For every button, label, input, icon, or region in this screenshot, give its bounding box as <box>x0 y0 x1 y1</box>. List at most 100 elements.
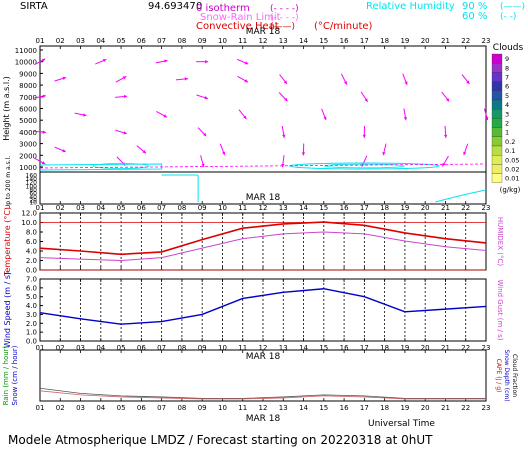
hour-label-bottom: 12 <box>259 404 268 412</box>
low-height-axis-label: Up to 200 m a.s.l. <box>5 156 12 209</box>
wind-arrowhead <box>485 116 489 121</box>
wind-arrowhead <box>445 98 450 102</box>
wind-arrowhead <box>184 77 188 81</box>
hour-label-top: 07 <box>157 37 166 45</box>
wind-arrowhead <box>244 61 249 65</box>
cloud-scale-tick: 8 <box>505 64 509 72</box>
hour-label-bottom: 01 <box>36 404 45 412</box>
hour-label-temp: 07 <box>157 204 166 212</box>
legend-convective-sample: (——) <box>270 22 295 32</box>
wind-arrowhead <box>284 97 288 102</box>
hour-label-bottom: 17 <box>360 404 369 412</box>
legend-isotherm: 0 isotherm <box>196 3 250 14</box>
height-tick-label: 9000 <box>19 70 37 78</box>
station-code: 94.69347 <box>148 1 196 12</box>
hour-label-bottom: 20 <box>421 404 430 412</box>
wind-arrowhead <box>102 59 107 63</box>
height-tick-label: 11000 <box>15 47 37 55</box>
humidity-contour <box>92 163 150 169</box>
station-code-extra: 0 <box>196 1 202 12</box>
height-tick-label: 2000 <box>19 152 37 160</box>
hour-label-top: 01 <box>36 37 45 45</box>
cloud-scale-swatch <box>491 53 503 64</box>
hour-label-temp: 17 <box>360 204 369 212</box>
wind-speed-panel: 0.01.02.03.04.05.06.07.0 Wind Speed (m / … <box>3 272 504 348</box>
wind-arrowhead <box>163 114 167 118</box>
hour-label-prec-top: 09 <box>198 344 207 352</box>
hour-label-top: 12 <box>259 37 268 45</box>
legend-convective: Convective Heat <box>196 21 279 32</box>
hour-label-prec-top: 15 <box>319 344 328 352</box>
y-tick-label: 4.0 <box>26 302 37 310</box>
wind-speed-axis-label: Wind Speed (m / s) <box>3 272 12 348</box>
y-tick-label: 10.0 <box>21 219 37 227</box>
hour-label-bottom: 13 <box>279 404 288 412</box>
cloud-scale-swatch <box>491 145 503 156</box>
station-name: SIRTA <box>20 1 48 12</box>
cloud-scale-swatch <box>491 99 503 110</box>
hour-label-top: 14 <box>299 37 308 45</box>
hour-label-bottom: 08 <box>177 404 186 412</box>
height-tick-label: 8000 <box>19 82 37 90</box>
humidity-contour <box>323 163 405 169</box>
low-height-tick-label: 160 <box>26 173 38 180</box>
wind-arrowhead <box>83 113 87 117</box>
low-height-tick-label: 40 <box>29 194 37 201</box>
legend-rh-60-sample: (- -) <box>500 12 516 22</box>
hour-label-bottom: 18 <box>380 404 389 412</box>
hour-label-temp: 05 <box>117 204 126 212</box>
y-tick-label: 6.0 <box>26 284 37 292</box>
cloud-scale-unit: (g/kg) <box>500 186 521 194</box>
hour-label-bottom: 21 <box>441 404 450 412</box>
y-tick-label: 0.0 <box>26 267 37 275</box>
wind-arrowhead <box>282 134 286 138</box>
cloud-scale-tick: 5 <box>505 92 509 100</box>
hour-label-bottom: 06 <box>137 404 146 412</box>
y-tick-label: 6.0 <box>26 238 37 246</box>
hour-label-top: 20 <box>421 37 430 45</box>
hour-label-prec-top: 18 <box>380 344 389 352</box>
y-tick-label: 1.0 <box>26 329 37 337</box>
height-tick-label: 7000 <box>19 94 37 102</box>
wind-arrowhead <box>403 116 408 121</box>
wind-arrowhead <box>301 152 306 156</box>
wind-arrowhead <box>42 130 46 134</box>
wind-arrowhead <box>123 94 128 99</box>
legend-rh-90: 90 % <box>462 1 487 12</box>
hour-label-bottom: 07 <box>157 404 166 412</box>
wind-arrowhead <box>203 132 207 137</box>
forecast-credit: Modele Atmospherique LMDZ / Forecast sta… <box>8 433 433 447</box>
wind-gust-axis-label: Wind Gust (m / s) <box>496 279 504 340</box>
hour-axes: 01 02 03 04 05 06 07 08 09 10 11 12 13 14 15 16 17 18 19 20… <box>36 27 491 424</box>
hour-label-prec-top: 06 <box>137 344 146 352</box>
hour-label-prec-top: 02 <box>56 344 65 352</box>
hour-label-temp: 10 <box>218 204 227 212</box>
hour-label-temp: 21 <box>441 204 450 212</box>
hour-label-top: 13 <box>279 37 288 45</box>
wind-arrowhead <box>382 151 386 156</box>
y-tick-label: 0.0 <box>26 338 37 346</box>
height-tick-label: 3000 <box>19 141 37 149</box>
cloud-scale-swatch <box>491 173 503 183</box>
cloud-scale-swatch <box>491 155 503 165</box>
date-label: MAR 18 <box>246 352 281 362</box>
hour-label-top: 04 <box>96 37 105 45</box>
y-tick-label: 12.0 <box>21 210 37 218</box>
height-tick-label: 4000 <box>19 129 37 137</box>
cloud-scale-tick: 0.01 <box>505 175 519 183</box>
hour-label-prec-top: 10 <box>218 344 227 352</box>
hour-label-bottom: 04 <box>96 404 105 412</box>
cloud_fraction-line <box>39 387 486 399</box>
cloud-scale-swatch <box>491 136 503 147</box>
y-tick-label: 4.0 <box>26 248 37 256</box>
cloud-scale-swatch <box>491 63 503 73</box>
hour-label-bottom: 03 <box>76 404 85 412</box>
cape-axis-label: CAPE (J / g) <box>495 359 502 393</box>
hour-label-temp: 19 <box>400 204 409 212</box>
snow-axis-label: Snow (cm / hour) <box>11 345 19 405</box>
wind-arrowhead <box>42 94 46 98</box>
cloud-scale-tick: 1 <box>505 129 509 137</box>
hour-label-temp: 20 <box>421 204 430 212</box>
hour-label-top: 22 <box>461 37 470 45</box>
